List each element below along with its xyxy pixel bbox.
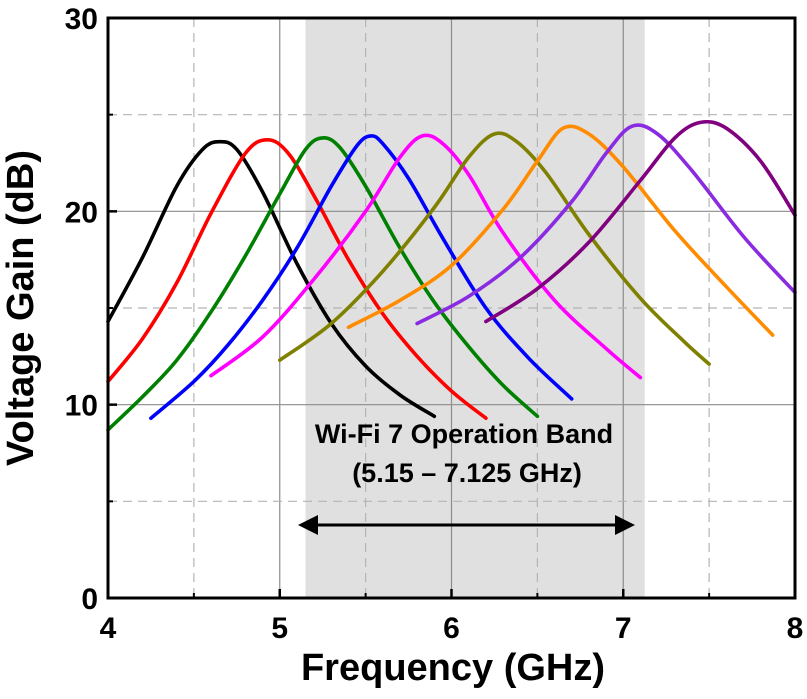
series-line-8 <box>415 123 797 326</box>
series-line-3 <box>106 136 540 432</box>
y-axis-title: Voltage Gain (dB) <box>0 150 42 466</box>
annotation-line2: (5.15 – 7.125 GHz) <box>352 458 582 488</box>
y-tick-label: 10 <box>65 390 98 423</box>
series-line-9 <box>484 119 797 324</box>
series-line-5 <box>209 133 643 380</box>
series-line-2 <box>106 138 488 420</box>
series-line-4 <box>149 134 574 420</box>
series-line-1 <box>106 139 437 419</box>
x-tick-label: 5 <box>271 612 288 645</box>
x-axis-title: Frequency (GHz) <box>301 647 605 689</box>
band-range-arrow <box>298 515 635 535</box>
grid-lines <box>108 18 795 598</box>
x-tick-label: 6 <box>443 612 460 645</box>
x-tick-label: 8 <box>787 612 804 645</box>
annotation-line1: Wi-Fi 7 Operation Band <box>315 419 613 449</box>
y-tick-label: 0 <box>81 583 98 616</box>
y-tick-label: 30 <box>65 3 98 36</box>
series-line-7 <box>346 124 775 337</box>
axis-ticks: 4 5 6 7 8 0 10 20 30 <box>65 3 804 645</box>
x-tick-label: 4 <box>100 612 117 645</box>
series-line-6 <box>278 131 711 366</box>
y-tick-label: 20 <box>65 196 98 229</box>
series-lines <box>106 119 797 432</box>
x-tick-label: 7 <box>615 612 632 645</box>
